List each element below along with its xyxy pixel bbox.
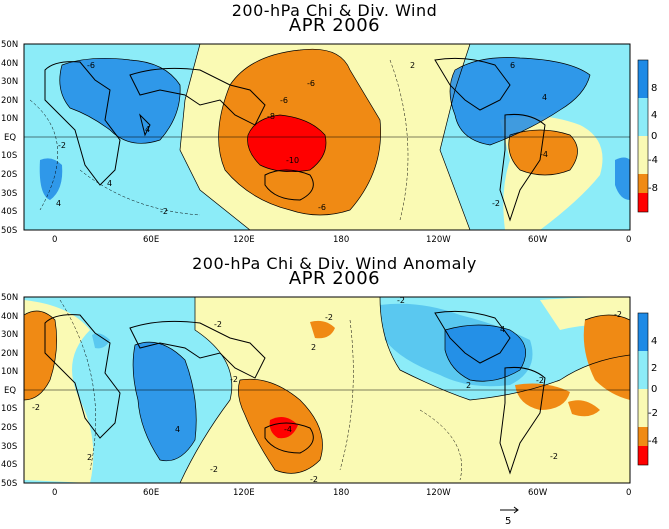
lon-label: 0 <box>626 488 631 498</box>
lat-label: 10S <box>1 404 17 414</box>
colorbar-label: 2 <box>651 363 657 374</box>
lon-label: 120W <box>426 488 451 498</box>
lon-label: 60W <box>528 235 548 245</box>
reference-vector: 5 <box>500 506 519 527</box>
contour-label: -2 <box>32 403 40 412</box>
lon-label: 180 <box>333 235 349 245</box>
lat-label: 30N <box>1 77 18 87</box>
lat-label: EQ <box>4 133 16 143</box>
colorbar-label: 0 <box>651 384 657 395</box>
contour-label: 4 <box>500 325 505 334</box>
contour-label: -2 <box>160 207 168 216</box>
colorbar-label: 0 <box>651 131 657 142</box>
contour-label: 4 <box>107 179 112 188</box>
contour-label: -2 <box>614 310 622 319</box>
panel2-colorbar: 4 2 0 -2 -4 <box>637 312 658 466</box>
colorbar-label: 4 <box>651 110 657 121</box>
contour-label: -2 <box>492 199 500 208</box>
panel2-lat-labels: 50N 40N 30N 20N 10N EQ 10S 20S 30S 40S 5… <box>1 293 18 489</box>
contour-label: -6 <box>87 61 95 70</box>
lat-label: EQ <box>4 386 16 396</box>
contour-label: -2 <box>230 375 238 384</box>
colorbar-label: -4 <box>648 155 658 166</box>
panel1-title: 200-hPa Chi & Div. Wind <box>231 1 438 20</box>
panel1-colorbar: 8 4 0 -4 -8 <box>637 59 658 213</box>
contour-label: -2 <box>550 452 558 461</box>
panel2-map: 50N 40N 30N 20N 10N EQ 10S 20S 30S 40S 5… <box>1 293 658 527</box>
contour-label: -8 <box>267 112 275 121</box>
lat-label: 10S <box>1 151 17 161</box>
lat-label: 20S <box>1 170 17 180</box>
lon-label: 180 <box>333 488 349 498</box>
lat-label: 20N <box>1 349 18 359</box>
panel1-lat-labels: 50N 40N 30N 20N 10N EQ 10S 20S 30S 40S 5… <box>1 40 18 236</box>
contour-label: 4 <box>542 93 547 102</box>
lon-label: 120E <box>233 235 255 245</box>
reference-vector-label: 5 <box>505 516 511 527</box>
lat-label: 10N <box>1 367 18 377</box>
colorbar-label: 4 <box>651 336 657 347</box>
lon-label: 60E <box>143 235 159 245</box>
contour-label: -2 <box>310 475 318 484</box>
contour-label: -10 <box>286 156 299 165</box>
panel1-map: 50N 40N 30N 20N 10N EQ 10S 20S 30S 40S 5… <box>1 40 658 245</box>
colorbar-label: -8 <box>648 183 658 194</box>
contour-label: -2 <box>58 141 66 150</box>
panel2-title: 200-hPa Chi & Div. Wind Anomaly <box>192 254 477 273</box>
lat-label: 30S <box>1 189 17 199</box>
contour-label: 2 <box>87 453 92 462</box>
contour-label: 4 <box>56 199 61 208</box>
lon-label: 120W <box>426 235 451 245</box>
panel1-subtitle: APR 2006 <box>288 15 381 36</box>
contour-label: -4 <box>540 150 548 159</box>
contour-label: -2 <box>325 313 333 322</box>
panel2-lon-labels: 0 60E 120E 180 120W 60W 0 <box>52 488 631 498</box>
lat-label: 50S <box>1 479 17 489</box>
lon-label: 0 <box>626 235 631 245</box>
contour-label: -2 <box>210 465 218 474</box>
contour-label: 6 <box>510 61 515 70</box>
panel2-subtitle: APR 2006 <box>288 268 381 289</box>
contour-label: -6 <box>318 203 326 212</box>
lat-label: 50S <box>1 226 17 236</box>
lon-label: 0 <box>52 235 57 245</box>
panel2-contour-labels: -2 -2 -2 2 -4 4 4 2 -2 -2 -2 -2 -2 -2 2 … <box>32 296 622 484</box>
contour-label: 2 <box>466 381 471 390</box>
contour-label: 2 <box>311 343 316 352</box>
lat-label: 40N <box>1 59 18 69</box>
lat-label: 50N <box>1 40 18 50</box>
panel1-lon-labels: 0 60E 120E 180 120W 60W 0 <box>52 235 631 245</box>
lat-label: 30S <box>1 442 17 452</box>
colorbar-label: 8 <box>651 83 657 94</box>
contour-label: -4 <box>284 425 292 434</box>
contour-label: -2 <box>397 296 405 305</box>
lat-label: 30N <box>1 330 18 340</box>
contour-label: -2 <box>536 376 544 385</box>
contour-label: 4 <box>175 425 180 434</box>
contour-label: -6 <box>280 96 288 105</box>
lat-label: 10N <box>1 114 18 124</box>
lat-label: 40S <box>1 207 17 217</box>
contour-label: -6 <box>307 79 315 88</box>
lon-label: 60W <box>528 488 548 498</box>
colorbar-label: -4 <box>648 436 658 447</box>
colorbar-label: -2 <box>648 408 658 419</box>
lat-label: 40S <box>1 460 17 470</box>
lon-label: 120E <box>233 488 255 498</box>
contour-label: 2 <box>410 61 415 70</box>
panel1-contour-labels: -6 -6 -6 -8 -10 -6 6 4 2 4 -2 -2 4 4 -4 … <box>56 61 548 216</box>
contour-label: 4 <box>145 125 150 134</box>
contour-label: -2 <box>214 320 222 329</box>
lat-label: 50N <box>1 293 18 303</box>
lon-label: 0 <box>52 488 57 498</box>
lat-label: 40N <box>1 312 18 322</box>
lon-label: 60E <box>143 488 159 498</box>
lat-label: 20S <box>1 423 17 433</box>
lat-label: 20N <box>1 96 18 106</box>
